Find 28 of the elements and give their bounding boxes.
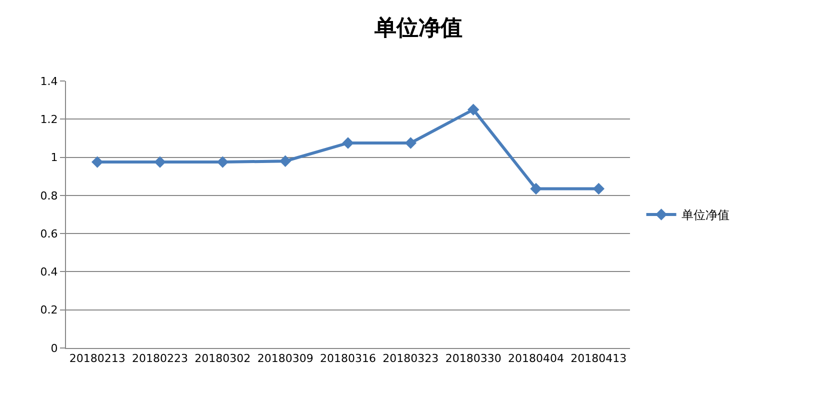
x-tick-label: 20180404 bbox=[508, 352, 564, 366]
legend-label: 单位净值 bbox=[681, 208, 730, 222]
x-tick-label: 20180213 bbox=[69, 352, 126, 366]
x-tick-label: 20180413 bbox=[570, 352, 627, 366]
y-tick-label: 0.6 bbox=[40, 227, 58, 240]
chart-title: 单位净值 bbox=[374, 16, 462, 42]
point bbox=[592, 182, 605, 195]
point bbox=[342, 137, 354, 149]
x-tick-label: 20180316 bbox=[320, 352, 376, 366]
point bbox=[279, 155, 292, 167]
x-tick-label: 20180330 bbox=[445, 352, 502, 366]
y-tick-label: 0.2 bbox=[40, 304, 58, 317]
y-tick-label: 0 bbox=[50, 342, 58, 355]
point bbox=[404, 137, 417, 149]
x-tick-label: 20180323 bbox=[382, 352, 439, 366]
y-tick-label: 1.2 bbox=[40, 112, 58, 126]
point bbox=[530, 182, 542, 195]
x-tick-label: 20180223 bbox=[132, 352, 188, 366]
point bbox=[216, 156, 229, 168]
point bbox=[467, 104, 480, 116]
point bbox=[154, 156, 166, 168]
x-tick-label: 20180309 bbox=[257, 352, 314, 366]
point bbox=[91, 156, 104, 168]
x-tick-label: 20180302 bbox=[194, 352, 251, 366]
y-tick-label: 1.4 bbox=[40, 74, 58, 88]
y-tick-label: 0.4 bbox=[40, 266, 58, 279]
y-tick-label: 0.8 bbox=[40, 189, 58, 202]
y-tick-label: 1 bbox=[50, 151, 58, 164]
